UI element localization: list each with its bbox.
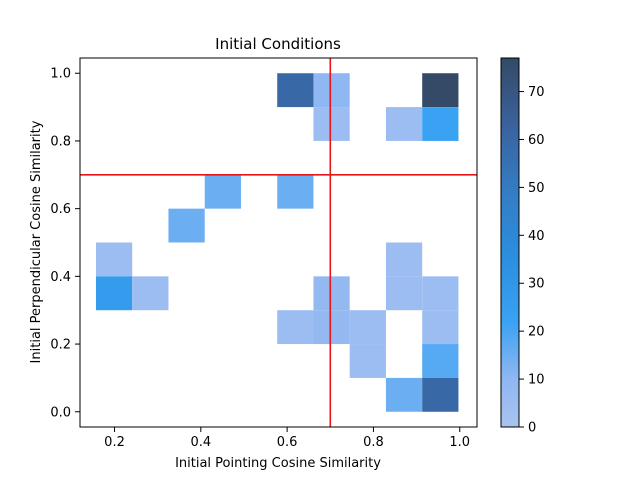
y-tick-label: 0.4 (50, 270, 71, 285)
heatmap-cell (313, 310, 350, 345)
heatmap-cell (95, 276, 133, 311)
reference-lines (80, 58, 477, 427)
y-tick-label: 0.0 (50, 405, 71, 420)
colorbar-gradient (500, 57, 520, 428)
heatmap-cell (385, 242, 423, 277)
colorbar-tick-label: 30 (528, 277, 545, 292)
heatmap-cell (422, 344, 459, 378)
heatmap-cell (168, 208, 205, 243)
x-tick-label: 0.6 (277, 435, 298, 450)
x-tick-label: 1.0 (449, 435, 470, 450)
colorbar-tick-label: 10 (528, 373, 545, 388)
colorbar-tick-label: 0 (528, 421, 536, 436)
heatmap-cell (313, 73, 350, 108)
colorbar-tick-label: 50 (528, 181, 545, 196)
y-tick-label: 0.2 (50, 338, 71, 353)
heatmap-cell (277, 174, 314, 209)
y-axis-label: Initial Perpendicular Cosine Similarity (29, 120, 44, 363)
colorbar-tick-label: 60 (528, 133, 545, 148)
heatmap-cell (349, 344, 386, 378)
heatmap-cell (385, 377, 423, 412)
x-axis-label: Initial Pointing Cosine Similarity (175, 456, 381, 471)
x-tick-label: 0.8 (363, 435, 384, 450)
heatmap-cell (277, 73, 314, 108)
plot-frame (79, 57, 478, 428)
heatmap-cell (313, 276, 350, 311)
colorbar-tick-label: 40 (528, 229, 545, 244)
heatmap-cell (313, 107, 350, 141)
x-tick-label: 0.2 (104, 435, 125, 450)
heatmap-cell (422, 377, 459, 412)
heatmap-cell (95, 242, 133, 277)
chart-title: Initial Conditions (215, 35, 341, 53)
heatmap-cell (204, 174, 241, 209)
heatmap-cell (277, 310, 314, 345)
heatmap-cell (422, 310, 459, 345)
x-tick-label: 0.4 (190, 435, 211, 450)
heatmap-cell (349, 310, 386, 345)
heatmap-cell (422, 107, 459, 141)
y-tick-label: 0.6 (50, 202, 71, 217)
heatmap-cell (422, 276, 459, 311)
heatmap-cell (385, 107, 423, 141)
y-tick-label: 0.8 (50, 134, 71, 149)
heatmap-cell (385, 276, 423, 311)
axes: 0.2 0.4 0.6 0.8 1.0 0.0 0.2 0.4 0.6 0.8 1.0 (50, 57, 478, 450)
y-tick-label: 1.0 (50, 67, 71, 82)
heatmap-cells (95, 73, 459, 412)
heatmap-cell (422, 73, 459, 108)
heatmap-cell (132, 276, 169, 311)
colorbar: 0 10 20 30 40 50 60 70 (500, 57, 545, 436)
colorbar-tick-label: 20 (528, 325, 545, 340)
colorbar-tick-label: 70 (528, 85, 545, 100)
